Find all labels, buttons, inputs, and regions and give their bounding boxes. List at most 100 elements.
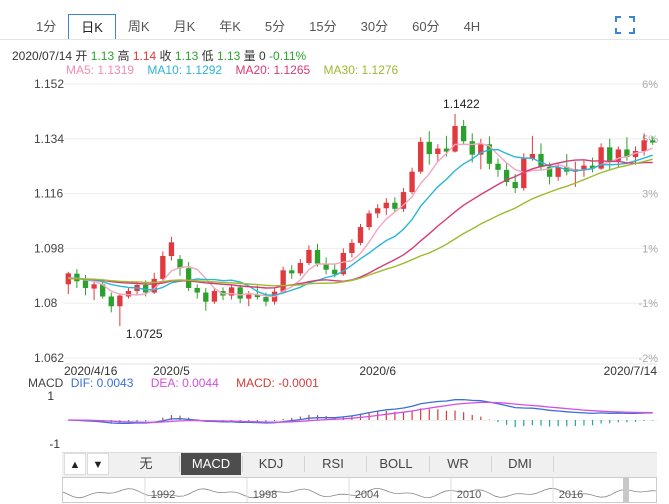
candle-body	[452, 126, 458, 152]
candle-body	[632, 150, 639, 158]
ma20-legend: MA20: 1.1265	[235, 63, 311, 77]
high-value: 1.14	[132, 49, 157, 63]
y-tick-label: 1.152	[34, 77, 64, 91]
candle-body	[607, 147, 613, 161]
candle-body	[82, 280, 89, 288]
tab-period-9[interactable]: 4H	[463, 19, 481, 34]
y-tick-label: 1.134	[34, 132, 64, 146]
candle-body	[650, 140, 656, 143]
range-year-label: 1992	[151, 489, 175, 501]
candle-body	[598, 147, 604, 169]
candle-body	[443, 148, 450, 152]
candle-body	[357, 227, 364, 243]
tab-period-5[interactable]: 5分	[264, 19, 286, 34]
scroll-up-button[interactable]: ▲	[64, 453, 86, 475]
pct-tick-label: 6%	[642, 79, 658, 91]
tab-period-6[interactable]: 15分	[309, 19, 337, 34]
candle-body	[254, 294, 261, 298]
open-label: 开	[75, 49, 88, 63]
fullscreen-icon[interactable]	[615, 16, 635, 34]
candle-body	[392, 202, 398, 209]
candle-body	[194, 287, 200, 293]
tab-period-7[interactable]: 30分	[360, 19, 389, 34]
y-tick-label: 1.098	[34, 241, 64, 255]
range-overview[interactable]: 1992 1998 2004 2010 2016	[63, 478, 656, 502]
candle-body	[495, 163, 501, 170]
indicator-tab-0[interactable]: 无	[139, 456, 153, 471]
ma30-legend: MA30: 1.1276	[323, 63, 399, 77]
ma5-line	[68, 142, 653, 298]
dif-line	[68, 398, 653, 424]
candle-body	[228, 287, 235, 296]
candle-body	[297, 263, 304, 274]
candle-body	[478, 144, 484, 155]
macd-value-legend: MACD: -0.0001	[236, 376, 319, 390]
tab-period-3[interactable]: 月K	[173, 19, 196, 34]
max-price-label: 1.1422	[443, 97, 480, 111]
range-year-label: 2016	[559, 489, 583, 501]
candle-body	[375, 208, 381, 214]
candlestick-chart[interactable]: 1.152 6%1.134 5%1.116 3%1.098 1%1.08 -1%1.062…	[0, 0, 669, 380]
candle-body	[151, 278, 157, 293]
dea-legend: DEA: 0.0044	[150, 376, 219, 390]
ma20-line	[68, 159, 653, 289]
candle-body	[366, 213, 372, 228]
period-toolbar: 1分 日K 周K 月K 年K 5分 15分 30分 60分 4H	[0, 0, 669, 48]
indicator-separator	[429, 456, 430, 472]
tab-divider	[0, 39, 669, 40]
ma-legend: MA5: 1.1319 MA10: 1.1292 MA20: 1.1265 MA…	[66, 63, 408, 77]
pct-tick-label: -1%	[638, 298, 658, 310]
range-year-label: 2010	[457, 489, 481, 501]
low-label: 低	[201, 49, 214, 63]
candle-body	[306, 249, 312, 264]
range-navigator[interactable]: 1992 1998 2004 2010 2016	[62, 477, 657, 503]
indicator-tab-3[interactable]: RSI	[322, 456, 344, 471]
macd-chart[interactable]: 1 -1	[0, 380, 669, 452]
x-axis-label: 2020/7/14	[604, 364, 658, 378]
candle-body	[538, 154, 544, 167]
indicator-tab-1[interactable]: MACD	[181, 453, 241, 475]
candle-body	[323, 263, 329, 270]
candle-body	[211, 291, 218, 302]
open-value: 1.13	[90, 49, 115, 63]
candle-body	[641, 140, 647, 151]
candle-body	[400, 192, 407, 209]
candle-body	[185, 268, 192, 288]
indicator-separator	[304, 456, 305, 472]
tab-period-8[interactable]: 60分	[412, 19, 440, 34]
indicator-tab-6[interactable]: DMI	[508, 456, 532, 471]
ma10-line	[68, 148, 653, 296]
low-value: 1.13	[216, 49, 241, 63]
macd-legend: MACD DIF: 0.0043 DEA: 0.0044 MACD: -0.00…	[28, 376, 333, 390]
indicator-separator	[491, 456, 492, 472]
candle-body	[91, 284, 97, 289]
ma10-legend: MA10: 1.1292	[147, 63, 223, 77]
range-year-label: 2004	[355, 489, 379, 501]
up-arrow-icon: ▲	[69, 459, 81, 471]
x-axis-label: 2020/5	[153, 364, 190, 378]
candle-body	[529, 154, 536, 159]
candle-body	[589, 165, 596, 169]
dif-legend: DIF: 0.0043	[70, 376, 134, 390]
candle-body	[314, 249, 321, 264]
tab-period-2[interactable]: 周K	[127, 19, 150, 34]
candle-body	[280, 270, 286, 292]
indicator-tab-2[interactable]: KDJ	[258, 456, 284, 471]
tab-period-4[interactable]: 年K	[219, 19, 241, 34]
close-value: 1.13	[174, 49, 199, 63]
ma30-line	[68, 158, 653, 287]
indicator-tab-4[interactable]: BOLL	[379, 456, 413, 471]
indicator-separator	[366, 456, 367, 472]
candle-body	[160, 256, 166, 279]
candle-body	[624, 149, 630, 158]
indicator-tab-5[interactable]: WR	[447, 456, 469, 471]
y-tick-label: 1.116	[34, 187, 63, 201]
down-arrow-icon: ▼	[92, 459, 104, 471]
change-value: -0.11%	[269, 49, 307, 63]
y-tick-label: 1.08	[34, 296, 58, 310]
tab-period-0[interactable]: 1分	[36, 19, 57, 34]
candle-body	[435, 148, 441, 155]
candle-body	[117, 295, 123, 307]
scroll-down-button[interactable]: ▼	[87, 453, 109, 475]
candle-body	[74, 273, 80, 282]
